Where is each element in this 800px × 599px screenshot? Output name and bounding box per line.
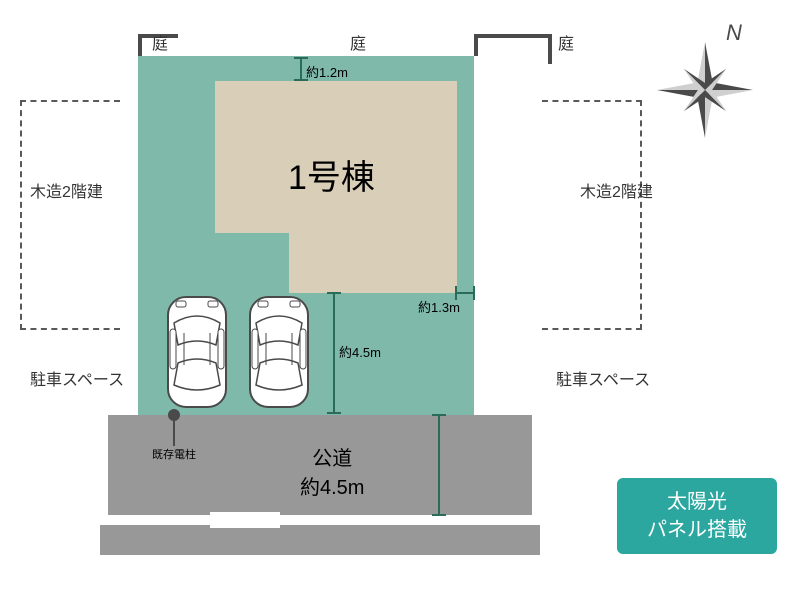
fence-right-ext-v xyxy=(548,34,552,64)
dim-front-cap1 xyxy=(327,292,341,294)
road-strip xyxy=(100,525,540,555)
neighbor-right-box xyxy=(542,100,642,330)
dim-top-line xyxy=(300,58,302,80)
parking-right-label: 駐車スペース xyxy=(556,366,650,390)
building-name-label: 1号棟 xyxy=(288,150,375,199)
car-2 xyxy=(244,293,314,411)
dim-road-cap2 xyxy=(432,514,446,516)
road-width-text: 約4.5m xyxy=(300,471,364,500)
road-gap xyxy=(100,515,540,525)
car-1 xyxy=(162,293,232,411)
utility-pole-label: 既存電柱 xyxy=(152,446,196,462)
fence-top-left-v xyxy=(138,34,142,56)
fence-top-right-v xyxy=(474,34,478,56)
niwa-right-label: 庭 xyxy=(558,30,574,54)
solar-badge: 太陽光 パネル搭載 xyxy=(617,478,777,554)
dim-road-cap1 xyxy=(432,414,446,416)
utility-pole-line xyxy=(173,420,175,446)
building-cutout xyxy=(215,233,289,293)
dim-right-cap2 xyxy=(473,286,475,300)
neighbor-left-box xyxy=(20,100,120,330)
dim-top-cap1 xyxy=(294,57,308,59)
dim-road-line xyxy=(438,415,440,515)
dim-top-label: 約1.2m xyxy=(306,62,348,81)
compass-icon: N xyxy=(640,20,770,150)
neighbor-left-label: 木造2階建 xyxy=(30,178,103,202)
fence-top-right-h xyxy=(474,34,552,38)
dim-front-line xyxy=(333,293,335,413)
neighbor-right-label: 木造2階建 xyxy=(580,178,653,202)
solar-badge-line2: パネル搭載 xyxy=(633,516,761,544)
niwa-center-label: 庭 xyxy=(350,30,366,54)
dim-right-line xyxy=(456,292,474,294)
parking-left-label: 駐車スペース xyxy=(30,366,124,390)
dim-right-label: 約1.3m xyxy=(418,297,460,316)
dim-front-label: 約4.5m xyxy=(339,342,381,361)
niwa-left-label: 庭 xyxy=(152,30,168,54)
site-plan-canvas: 庭 庭 庭 木造2階建 木造2階建 駐車スペース 駐車スペース 1号棟 約1.2… xyxy=(0,0,800,599)
road-name-text: 公道 xyxy=(300,442,364,471)
dim-front-cap2 xyxy=(327,412,341,414)
road-name-label: 公道 約4.5m xyxy=(300,442,364,500)
solar-badge-line1: 太陽光 xyxy=(633,488,761,516)
compass-n-glyph: N xyxy=(726,20,742,45)
